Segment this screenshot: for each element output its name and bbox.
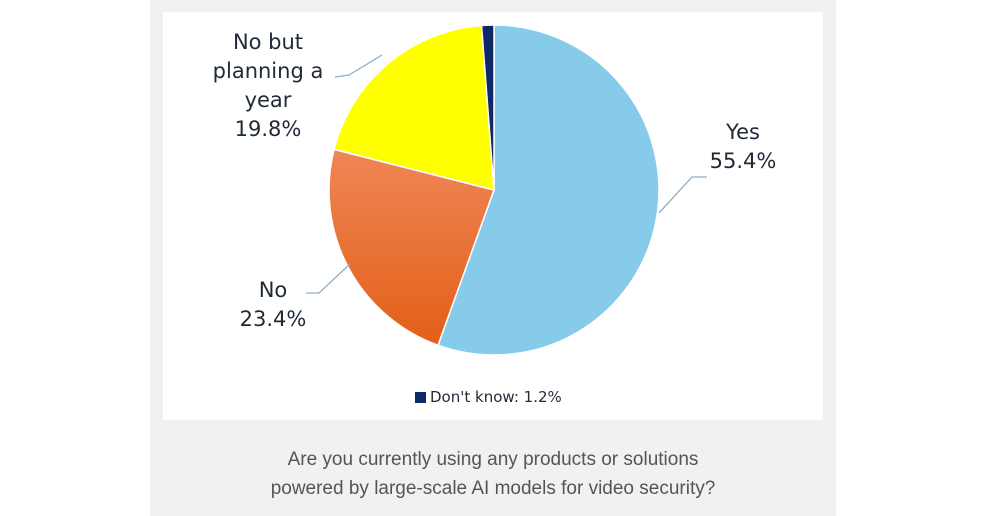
leader-line-yes: [658, 176, 707, 214]
label-planning-pct: 19.8%: [234, 117, 302, 141]
pie-slice-no-but-planning-a-year: [333, 24, 495, 191]
pie-slices: [328, 24, 660, 356]
legend: Don't know: 1.2%: [415, 386, 562, 408]
label-planning: No but planning a year 19.8%: [203, 28, 333, 144]
figure-panel: Yes 55.4% No but planning a year 19.8% N…: [150, 0, 836, 516]
pie-slice-yes: [437, 24, 660, 356]
pie-slice-no: [328, 148, 495, 347]
figure-caption: Are you currently using any products or …: [150, 445, 836, 503]
leader-lines: [306, 54, 707, 294]
label-no-pct: 23.4%: [239, 307, 307, 331]
legend-label-dont-know: Don't know: 1.2%: [430, 388, 562, 406]
pie-slice-don-t-know: [480, 24, 495, 191]
label-yes-pct: 55.4%: [709, 149, 777, 173]
label-yes-name: Yes: [726, 120, 760, 144]
label-planning-line3: year: [244, 88, 292, 112]
label-planning-line2: planning a: [212, 59, 324, 83]
caption-line-2: powered by large-scale AI models for vid…: [270, 478, 716, 499]
label-planning-line1: No but: [232, 30, 304, 54]
leader-line-no: [306, 263, 351, 294]
pie-chart: [306, 24, 707, 356]
label-yes: Yes 55.4%: [693, 118, 793, 176]
caption-line-1: Are you currently using any products or …: [287, 449, 699, 470]
leader-line-planning: [334, 54, 383, 78]
chart-card: Yes 55.4% No but planning a year 19.8% N…: [163, 12, 823, 420]
legend-swatch-dont-know: [415, 391, 426, 403]
label-no-name: No: [258, 278, 288, 302]
label-no: No 23.4%: [223, 276, 323, 334]
